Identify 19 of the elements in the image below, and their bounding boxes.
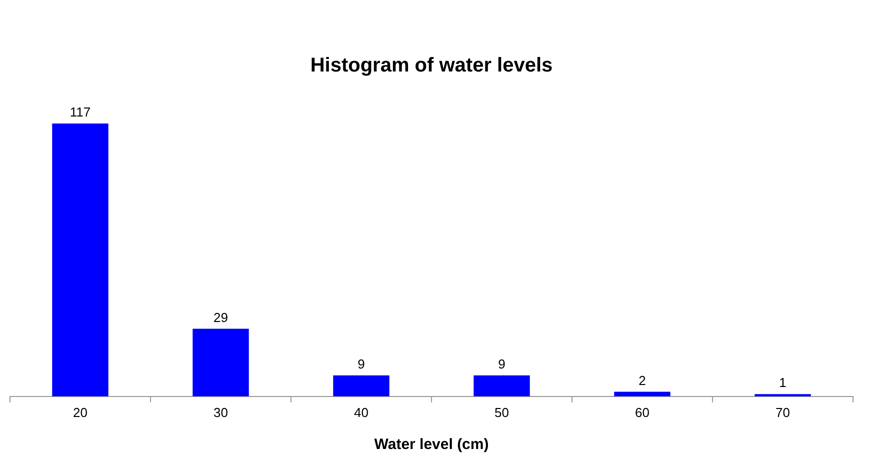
data-label: 1 <box>779 375 786 390</box>
data-label: 2 <box>638 372 646 388</box>
x-tick-label: 20 <box>73 404 88 420</box>
data-label: 9 <box>358 356 365 372</box>
data-label: 9 <box>498 356 506 372</box>
x-axis-title: Water level (cm) <box>374 436 489 454</box>
bar <box>474 375 530 396</box>
x-tick-label: 40 <box>354 404 368 420</box>
bar <box>333 375 390 396</box>
x-tick-label: 60 <box>635 404 650 420</box>
chart-title: Histogram of water levels <box>310 54 553 77</box>
bar <box>52 123 108 396</box>
bar <box>614 392 670 396</box>
x-tick-label: 50 <box>494 404 509 420</box>
x-tick-label: 30 <box>214 404 228 420</box>
x-tick-label: 70 <box>776 404 790 420</box>
bar <box>192 328 249 396</box>
data-label: 29 <box>214 310 228 325</box>
data-label: 117 <box>70 104 91 120</box>
